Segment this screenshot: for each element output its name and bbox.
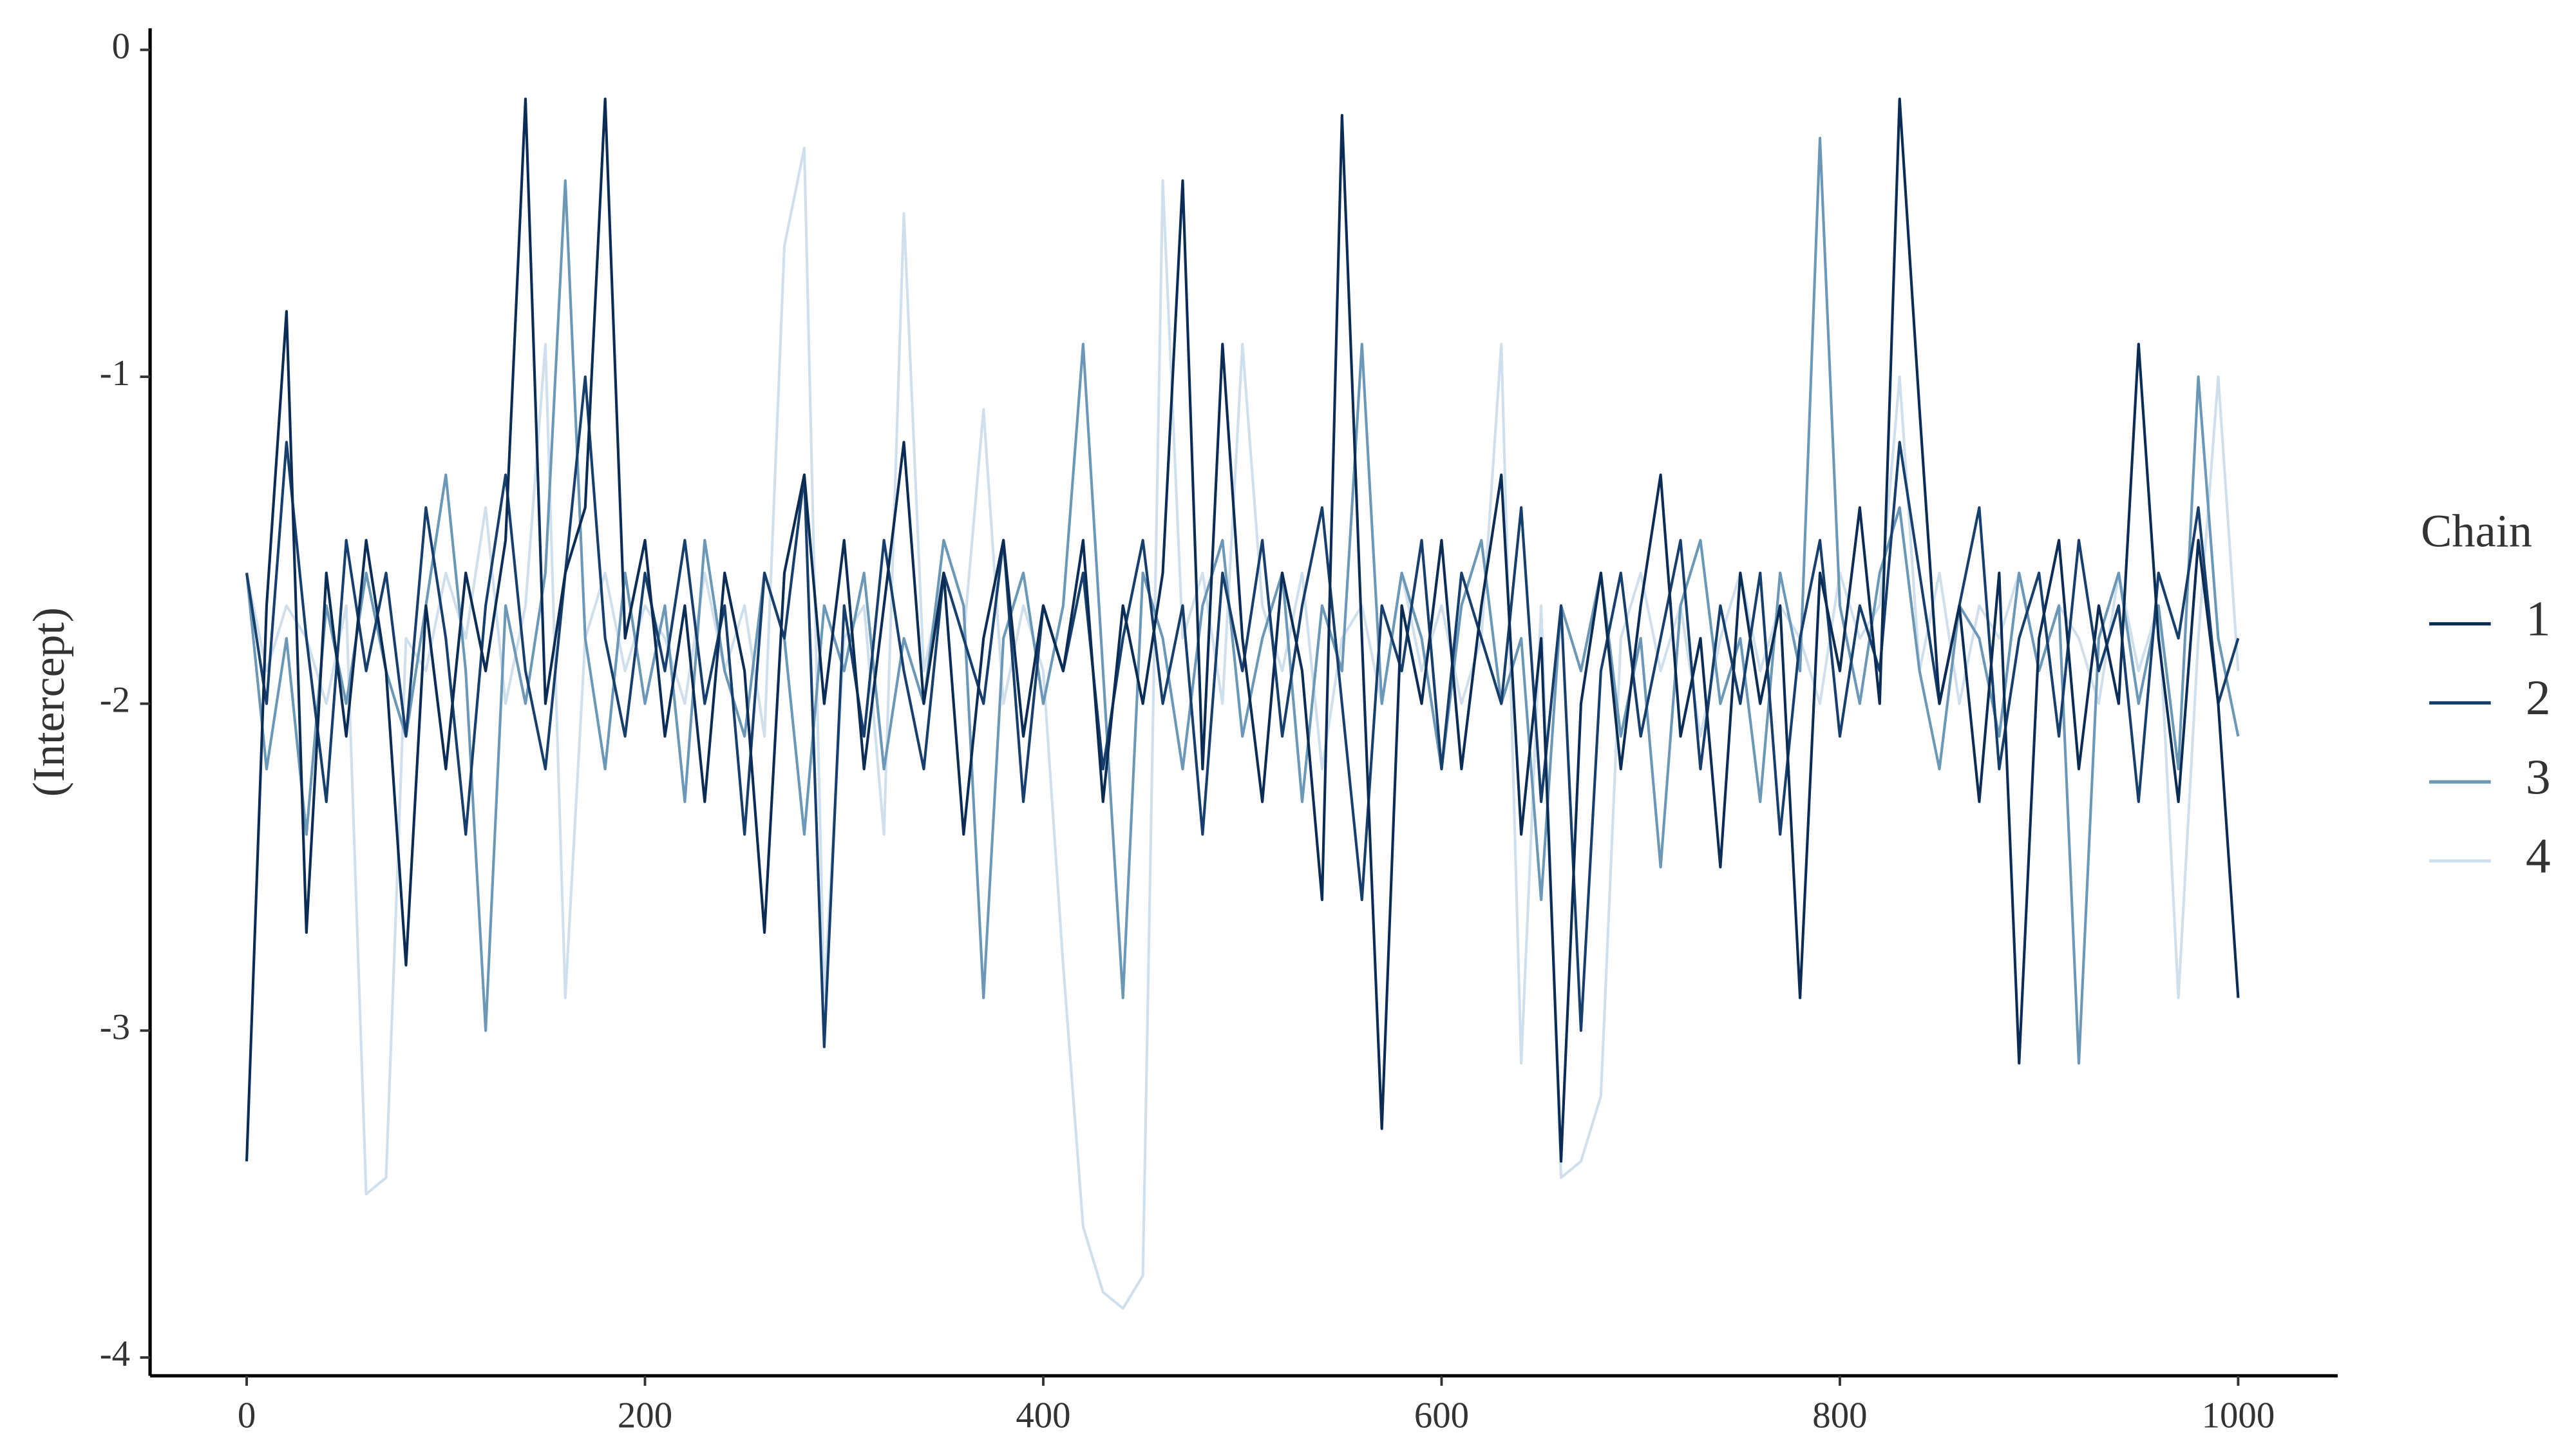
- y-tick-label: 0: [112, 26, 130, 66]
- legend-label: 4: [2526, 828, 2551, 884]
- x-tick-label: 400: [1016, 1396, 1070, 1436]
- x-tick-label: 0: [238, 1396, 256, 1436]
- legend-label: 1: [2526, 591, 2551, 646]
- x-tick-label: 600: [1414, 1396, 1469, 1436]
- x-tick-label: 1000: [2202, 1396, 2275, 1436]
- y-tick-label: -3: [100, 1007, 130, 1047]
- trace-line: [245, 375, 2240, 1048]
- legend-label: 3: [2526, 749, 2551, 804]
- x-tick-label: 800: [1812, 1396, 1867, 1436]
- trace-line: [245, 146, 2240, 1310]
- legend-label: 2: [2526, 670, 2551, 725]
- trace-line: [245, 97, 2240, 1163]
- y-tick-label: -2: [100, 680, 130, 721]
- y-tick-label: -4: [100, 1334, 130, 1374]
- trace-line: [245, 137, 2240, 1065]
- y-axis-label: (Intercept): [24, 607, 74, 797]
- x-tick-label: 200: [618, 1396, 672, 1436]
- legend-title: Chain: [2421, 505, 2532, 556]
- y-tick-label: -1: [100, 353, 130, 393]
